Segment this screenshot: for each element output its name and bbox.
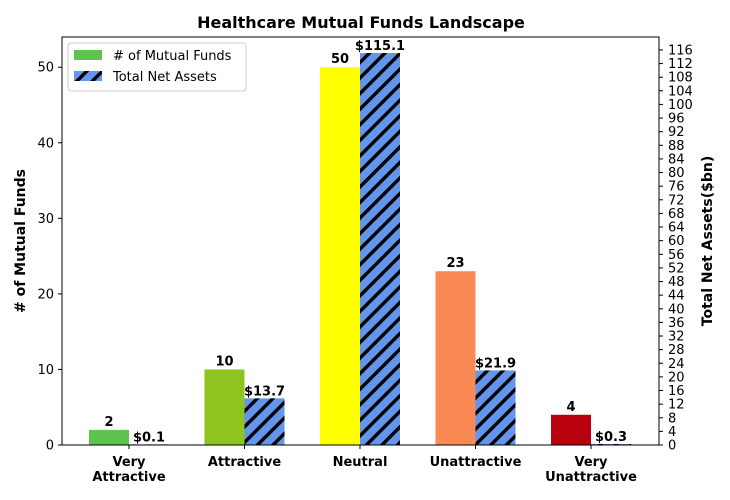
right-tick-label: 20 bbox=[668, 370, 685, 385]
assets-data-label: $21.9 bbox=[475, 356, 516, 371]
funds-bars bbox=[89, 67, 591, 445]
assets-data-label: $115.1 bbox=[355, 39, 405, 54]
right-tick-label: 100 bbox=[668, 98, 693, 113]
right-tick-label: 44 bbox=[668, 289, 685, 304]
category-label: Neutral bbox=[333, 455, 388, 470]
legend-swatch-assets bbox=[74, 71, 102, 81]
category-label: Attractive bbox=[92, 470, 166, 485]
right-tick-label: 80 bbox=[668, 166, 685, 181]
left-tick-label: 0 bbox=[46, 439, 54, 454]
right-tick-label: 28 bbox=[668, 343, 685, 358]
left-axis: 0 10 20 30 40 50 bbox=[37, 61, 62, 454]
funds-bar bbox=[551, 414, 591, 445]
left-tick-label: 10 bbox=[37, 363, 54, 378]
right-tick-label: 92 bbox=[668, 125, 685, 140]
right-tick-label: 12 bbox=[668, 398, 685, 413]
right-tick-label: 36 bbox=[668, 316, 685, 331]
right-tick-label: 24 bbox=[668, 357, 685, 372]
right-tick-label: 52 bbox=[668, 261, 685, 276]
legend-frame bbox=[67, 42, 247, 92]
right-tick-label: 4 bbox=[668, 425, 676, 440]
right-tick-label: 48 bbox=[668, 275, 685, 290]
left-tick-label: 50 bbox=[37, 61, 54, 76]
funds-data-label: 4 bbox=[566, 400, 575, 415]
category-label: Unattractive bbox=[545, 470, 637, 485]
left-tick-label: 30 bbox=[37, 212, 54, 227]
assets-bar bbox=[360, 53, 400, 445]
funds-bar bbox=[435, 271, 476, 445]
funds-data-label: 50 bbox=[331, 52, 349, 67]
right-tick-label: 76 bbox=[668, 180, 685, 195]
legend-label-funds: # of Mutual Funds bbox=[113, 49, 232, 64]
funds-data-label: 23 bbox=[446, 256, 464, 271]
assets-bar bbox=[475, 370, 516, 445]
chart-title: Healthcare Mutual Funds Landscape bbox=[197, 13, 525, 32]
right-tick-label: 88 bbox=[668, 139, 685, 154]
funds-data-label: 2 bbox=[104, 415, 113, 430]
right-tick-label: 112 bbox=[668, 57, 693, 72]
legend-swatch-funds bbox=[74, 50, 102, 60]
legend-label-assets: Total Net Assets bbox=[112, 70, 217, 85]
legend: # of Mutual Funds Total Net Assets bbox=[67, 42, 247, 92]
right-tick-label: 40 bbox=[668, 302, 685, 317]
left-tick-label: 40 bbox=[37, 136, 54, 151]
right-tick-label: 0 bbox=[668, 439, 676, 454]
plot-frame bbox=[61, 36, 660, 446]
left-tick-label: 20 bbox=[37, 287, 54, 302]
right-tick-label: 116 bbox=[668, 43, 693, 58]
right-tick-label: 96 bbox=[668, 112, 685, 127]
right-tick-label: 104 bbox=[668, 84, 693, 99]
right-axis-title: Total Net Assets($bn) bbox=[700, 156, 716, 326]
funds-bar bbox=[320, 67, 360, 445]
right-tick-label: 84 bbox=[668, 152, 685, 167]
category-label: Unattractive bbox=[430, 455, 522, 470]
right-axis: 0481216202428323640444852566064687276808… bbox=[659, 43, 693, 454]
right-tick-label: 72 bbox=[668, 193, 685, 208]
right-tick-label: 8 bbox=[668, 411, 676, 426]
funds-bar bbox=[89, 429, 129, 445]
assets-data-label: $13.7 bbox=[244, 384, 285, 399]
left-axis-title: # of Mutual Funds bbox=[13, 169, 29, 313]
assets-bars bbox=[129, 53, 631, 445]
category-label: Very bbox=[574, 455, 608, 470]
category-label: Attractive bbox=[208, 455, 282, 470]
funds-data-label: 10 bbox=[215, 354, 233, 369]
right-tick-label: 64 bbox=[668, 221, 685, 236]
right-tick-label: 56 bbox=[668, 248, 685, 263]
assets-bar bbox=[591, 443, 631, 445]
funds-bar bbox=[204, 369, 245, 445]
right-tick-label: 16 bbox=[668, 384, 685, 399]
assets-bar bbox=[244, 398, 285, 445]
category-label: Very bbox=[112, 455, 146, 470]
right-tick-label: 60 bbox=[668, 234, 685, 249]
right-tick-label: 108 bbox=[668, 71, 693, 86]
assets-data-label: $0.3 bbox=[595, 430, 627, 445]
assets-data-label: $0.1 bbox=[133, 431, 165, 446]
right-tick-label: 32 bbox=[668, 330, 685, 345]
right-tick-label: 68 bbox=[668, 207, 685, 222]
data-labels: 2 $0.1 10 $13.7 50 $115.1 23 $21.9 4 $0.3 bbox=[104, 39, 627, 446]
